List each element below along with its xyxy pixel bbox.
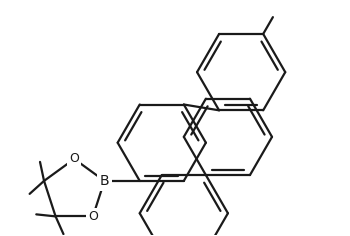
Text: O: O <box>88 210 98 223</box>
Text: B: B <box>100 174 109 188</box>
Text: O: O <box>69 152 79 165</box>
